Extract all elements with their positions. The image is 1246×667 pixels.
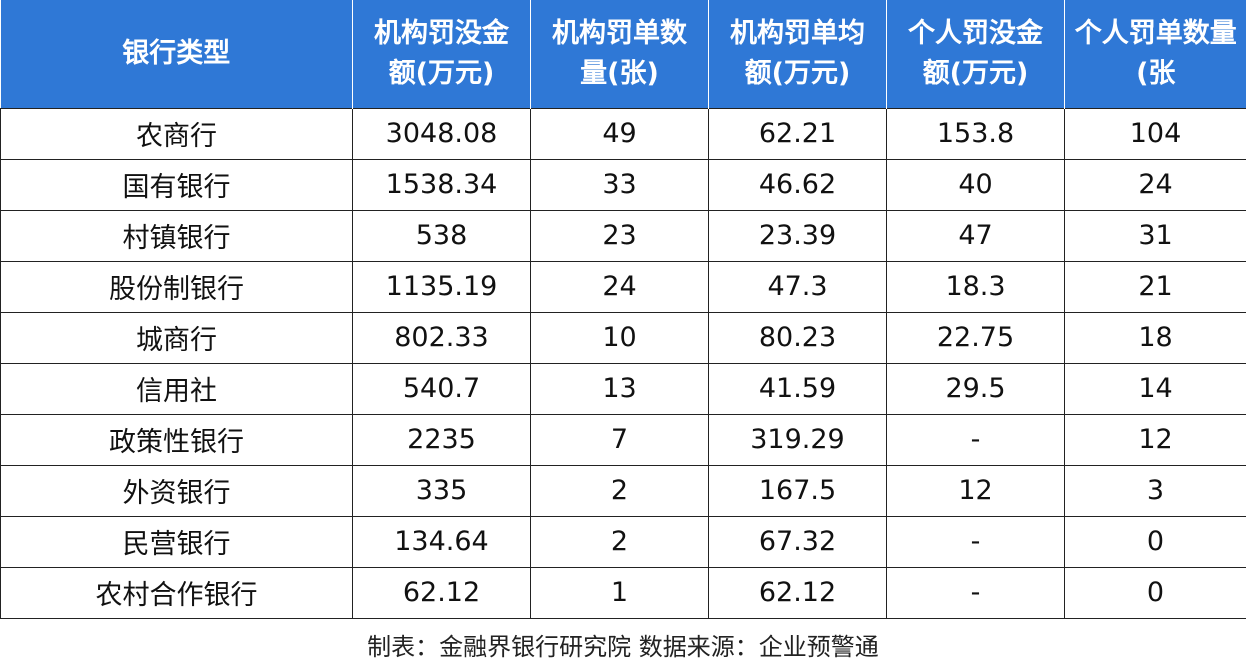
header-cell: 个人罚单数量(张: [1064, 0, 1246, 108]
bank-type-cell: 农商行: [0, 107, 353, 160]
table-row: 城商行 802.33 10 80.23 22.75 18: [0, 311, 1246, 364]
value-cell: 7: [530, 413, 709, 466]
value-cell: 22.75: [886, 311, 1065, 364]
header-cell: 个人罚没金额(万元): [886, 0, 1065, 108]
value-cell: 29.5: [886, 362, 1065, 415]
value-cell: -: [886, 566, 1065, 619]
footer-note: 制表：金融界银行研究院 数据来源：企业预警通: [367, 633, 879, 661]
bank-type-cell: 城商行: [0, 311, 353, 364]
value-cell: 18.3: [886, 260, 1065, 313]
value-cell: 46.62: [708, 158, 887, 211]
value-cell: 47: [886, 209, 1065, 262]
value-cell: 41.59: [708, 362, 887, 415]
value-cell: 1: [530, 566, 709, 619]
table-row: 农村合作银行 62.12 1 62.12-0: [0, 566, 1246, 619]
value-cell: 23: [530, 209, 709, 262]
header-row: 银行类型 机构罚没金额(万元) 机构罚单数量(张) 机构罚单均额(万元) 个人罚没金额(…: [0, 0, 1246, 108]
value-cell: 3: [1064, 464, 1246, 517]
value-cell: 2235: [352, 413, 531, 466]
bank-type-cell: 农村合作银行: [0, 566, 353, 619]
table-row: 政策性银行 2235 7 319.29-12: [0, 413, 1246, 466]
bank-type-cell: 股份制银行: [0, 260, 353, 313]
header-cell: 银行类型: [0, 0, 353, 108]
value-cell: 12: [886, 464, 1065, 517]
value-cell: 153.8: [886, 107, 1065, 160]
bank-type-cell: 政策性银行: [0, 413, 353, 466]
value-cell: 538: [352, 209, 531, 262]
value-cell: 24: [1064, 158, 1246, 211]
value-cell: 0: [1064, 566, 1246, 619]
value-cell: 14: [1064, 362, 1246, 415]
value-cell: 31: [1064, 209, 1246, 262]
value-cell: 1538.34: [352, 158, 531, 211]
value-cell: -: [886, 515, 1065, 568]
value-cell: 10: [530, 311, 709, 364]
table-row: 股份制银行 1135.19 24 47.3 18.3 21: [0, 260, 1246, 313]
data-table: 银行类型 机构罚没金额(万元) 机构罚单数量(张) 机构罚单均额(万元) 个人罚没金额(…: [0, 0, 1246, 619]
bank-type-cell: 外资银行: [0, 464, 353, 517]
value-cell: 134.64: [352, 515, 531, 568]
value-cell: 23.39: [708, 209, 887, 262]
value-cell: 62.12: [352, 566, 531, 619]
value-cell: 12: [1064, 413, 1246, 466]
value-cell: 167.5: [708, 464, 887, 517]
value-cell: 2: [530, 464, 709, 517]
table-row: 农商行 3048.08 49 62.21 153.8 104: [0, 107, 1246, 160]
value-cell: 24: [530, 260, 709, 313]
value-cell: 802.33: [352, 311, 531, 364]
value-cell: 33: [530, 158, 709, 211]
value-cell: 80.23: [708, 311, 887, 364]
table-row: 外资银行 335 2 167.5 12 3: [0, 464, 1246, 517]
value-cell: 40: [886, 158, 1065, 211]
table-row: 村镇银行 538 23 23.39 47 31: [0, 209, 1246, 262]
table-row: 国有银行 1538.34 33 46.62 40 24: [0, 158, 1246, 211]
value-cell: 1135.19: [352, 260, 531, 313]
value-cell: 62.21: [708, 107, 887, 160]
header-cell: 机构罚单均额(万元): [708, 0, 887, 108]
value-cell: -: [886, 413, 1065, 466]
value-cell: 335: [352, 464, 531, 517]
value-cell: 2: [530, 515, 709, 568]
value-cell: 104: [1064, 107, 1246, 160]
bank-type-cell: 信用社: [0, 362, 353, 415]
header-cell: 机构罚单数量(张): [530, 0, 709, 108]
header-cell: 机构罚没金额(万元): [352, 0, 531, 108]
table-body: 农商行 3048.08 49 62.21 153.8 104 国有银行 1538.34 33 46…: [0, 107, 1246, 619]
value-cell: 49: [530, 107, 709, 160]
bank-type-cell: 民营银行: [0, 515, 353, 568]
value-cell: 18: [1064, 311, 1246, 364]
value-cell: 67.32: [708, 515, 887, 568]
value-cell: 540.7: [352, 362, 531, 415]
value-cell: 21: [1064, 260, 1246, 313]
table-row: 民营银行 134.64 2 67.32-0: [0, 515, 1246, 568]
bank-type-cell: 国有银行: [0, 158, 353, 211]
bank-type-cell: 村镇银行: [0, 209, 353, 262]
value-cell: 62.12: [708, 566, 887, 619]
value-cell: 3048.08: [352, 107, 531, 160]
value-cell: 319.29: [708, 413, 887, 466]
value-cell: 0: [1064, 515, 1246, 568]
value-cell: 13: [530, 362, 709, 415]
table-row: 信用社 540.7 13 41.59 29.5 14: [0, 362, 1246, 415]
value-cell: 47.3: [708, 260, 887, 313]
